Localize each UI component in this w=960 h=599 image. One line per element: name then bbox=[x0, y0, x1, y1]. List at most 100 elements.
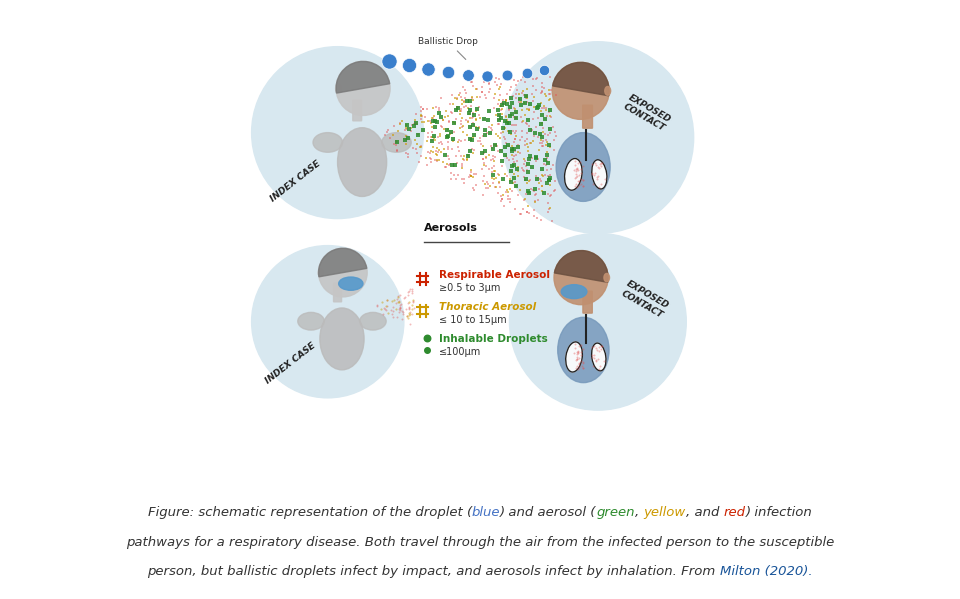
Point bbox=[450, 102, 466, 112]
Circle shape bbox=[252, 47, 423, 219]
Point bbox=[403, 126, 419, 135]
Point bbox=[505, 120, 520, 130]
Point bbox=[543, 190, 559, 200]
Text: Thoracic Aerosol: Thoracic Aerosol bbox=[440, 302, 537, 312]
Point bbox=[404, 285, 420, 294]
Point bbox=[534, 82, 549, 92]
Point bbox=[501, 105, 516, 115]
Point bbox=[468, 180, 484, 189]
Point bbox=[541, 90, 557, 99]
Point bbox=[567, 173, 583, 182]
Point bbox=[445, 128, 461, 137]
Point bbox=[480, 177, 495, 187]
Point bbox=[537, 83, 552, 92]
Point bbox=[507, 137, 522, 147]
Point bbox=[439, 159, 454, 169]
Point bbox=[408, 144, 423, 154]
Point bbox=[506, 75, 521, 85]
Point bbox=[451, 147, 467, 156]
Point bbox=[587, 350, 602, 360]
Point bbox=[521, 105, 537, 114]
Point bbox=[442, 129, 457, 138]
Point bbox=[485, 155, 500, 164]
Point bbox=[413, 142, 428, 152]
Point bbox=[467, 145, 482, 155]
Ellipse shape bbox=[565, 342, 583, 372]
Point bbox=[571, 362, 587, 371]
Point bbox=[386, 140, 401, 149]
Point bbox=[506, 112, 521, 122]
Point bbox=[415, 111, 430, 121]
Point bbox=[498, 187, 514, 197]
Point bbox=[453, 119, 468, 128]
Point bbox=[446, 118, 462, 128]
Point bbox=[416, 104, 431, 114]
Point bbox=[492, 119, 507, 129]
Point bbox=[534, 181, 549, 191]
Point bbox=[546, 135, 562, 144]
Point bbox=[570, 166, 586, 176]
Point bbox=[464, 101, 479, 111]
Point bbox=[508, 177, 523, 186]
Point bbox=[444, 160, 460, 170]
Point bbox=[522, 138, 538, 147]
Point bbox=[510, 76, 525, 86]
Point bbox=[571, 353, 587, 362]
Point bbox=[588, 355, 604, 365]
Point bbox=[504, 144, 519, 153]
Point bbox=[457, 102, 472, 112]
Point bbox=[466, 120, 481, 130]
Point bbox=[424, 137, 440, 146]
Point bbox=[440, 133, 455, 143]
Point bbox=[533, 135, 548, 145]
Point bbox=[404, 123, 420, 133]
Point bbox=[538, 104, 553, 113]
Point bbox=[448, 151, 464, 161]
Point bbox=[386, 295, 401, 305]
Point bbox=[498, 96, 514, 106]
Point bbox=[483, 155, 498, 165]
Point bbox=[463, 77, 478, 87]
Point bbox=[501, 140, 516, 150]
Point bbox=[457, 174, 472, 184]
Point bbox=[514, 105, 529, 114]
Point bbox=[569, 355, 585, 364]
Point bbox=[590, 354, 606, 364]
Point bbox=[458, 88, 473, 98]
Point bbox=[519, 84, 535, 94]
Point bbox=[510, 190, 525, 200]
Text: Aerosols: Aerosols bbox=[423, 223, 477, 234]
Point bbox=[516, 173, 532, 182]
Point bbox=[542, 89, 558, 98]
Point bbox=[523, 184, 539, 193]
Point bbox=[515, 132, 530, 142]
Point bbox=[462, 146, 477, 155]
Point bbox=[460, 155, 475, 165]
Point bbox=[491, 187, 506, 197]
Point bbox=[516, 166, 532, 176]
Point bbox=[514, 100, 529, 110]
Point bbox=[487, 89, 502, 98]
Point bbox=[507, 144, 522, 154]
Point bbox=[479, 93, 494, 102]
Point bbox=[465, 144, 480, 154]
Point bbox=[405, 304, 420, 313]
Point bbox=[571, 180, 587, 189]
Point bbox=[591, 182, 607, 192]
Point bbox=[535, 119, 550, 128]
Point bbox=[540, 198, 556, 207]
Point bbox=[416, 125, 431, 135]
Point bbox=[462, 96, 477, 105]
Point bbox=[503, 166, 518, 176]
Point bbox=[542, 191, 558, 201]
Point bbox=[422, 154, 438, 164]
Point bbox=[464, 171, 479, 180]
Point bbox=[408, 115, 423, 125]
Point bbox=[518, 118, 534, 128]
Point bbox=[588, 168, 603, 177]
Point bbox=[414, 102, 429, 111]
Point bbox=[526, 81, 541, 91]
Point bbox=[542, 174, 558, 183]
Point bbox=[544, 217, 560, 226]
Wedge shape bbox=[319, 249, 367, 277]
